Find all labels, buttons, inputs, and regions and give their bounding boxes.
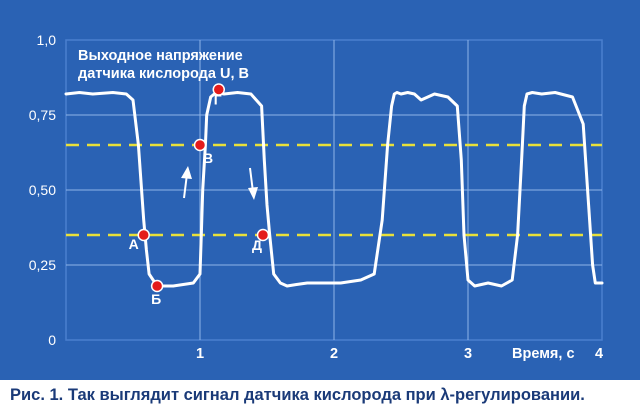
point-marker (150, 279, 164, 293)
point-label: В (203, 150, 213, 166)
threshold-lines (66, 143, 602, 237)
chart-title-line-1: Выходное напряжение (78, 48, 243, 64)
point-marker (212, 83, 226, 96)
point-marker (256, 228, 270, 242)
chart: А Б В Г Д 0 0,25 0,50 0,75 1,0 1 2 3 4 Выходное нап… (0, 0, 640, 380)
series (64, 91, 604, 288)
y-tick-label: 0,75 (29, 107, 56, 123)
y-tick-label: 0,50 (29, 182, 56, 198)
point-label: Д (252, 237, 262, 253)
point-marker (137, 228, 150, 242)
x-tick-label: 1 (196, 346, 204, 362)
figure-caption: Рис. 1. Так выглядит сигнал датчика кисл… (10, 386, 585, 404)
point-marker (193, 138, 207, 152)
y-tick-label: 1,0 (37, 32, 57, 48)
x-tick-label: 2 (330, 346, 338, 362)
direction-arrows (181, 166, 258, 200)
x-tick-label: 4 (595, 346, 603, 362)
y-tick-labels: 0 0,25 0,50 0,75 1,0 (29, 32, 56, 348)
y-tick-label: 0 (48, 332, 56, 348)
y-tick-label: 0,25 (29, 257, 56, 273)
x-axis-label: Время, с (512, 346, 575, 362)
x-tick-labels: 1 2 3 4 (196, 346, 603, 362)
point-label: А (129, 236, 139, 252)
point-label: Г (214, 92, 222, 108)
down-arrow-icon (248, 167, 258, 200)
grid (66, 40, 602, 340)
point-label: Б (151, 291, 161, 307)
markers: А Б В Г Д (129, 83, 270, 307)
x-tick-label: 3 (464, 346, 472, 362)
signal-line (64, 91, 604, 288)
up-arrow-icon (181, 166, 192, 199)
chart-title-line-2: датчика кислорода U, В (78, 66, 249, 82)
